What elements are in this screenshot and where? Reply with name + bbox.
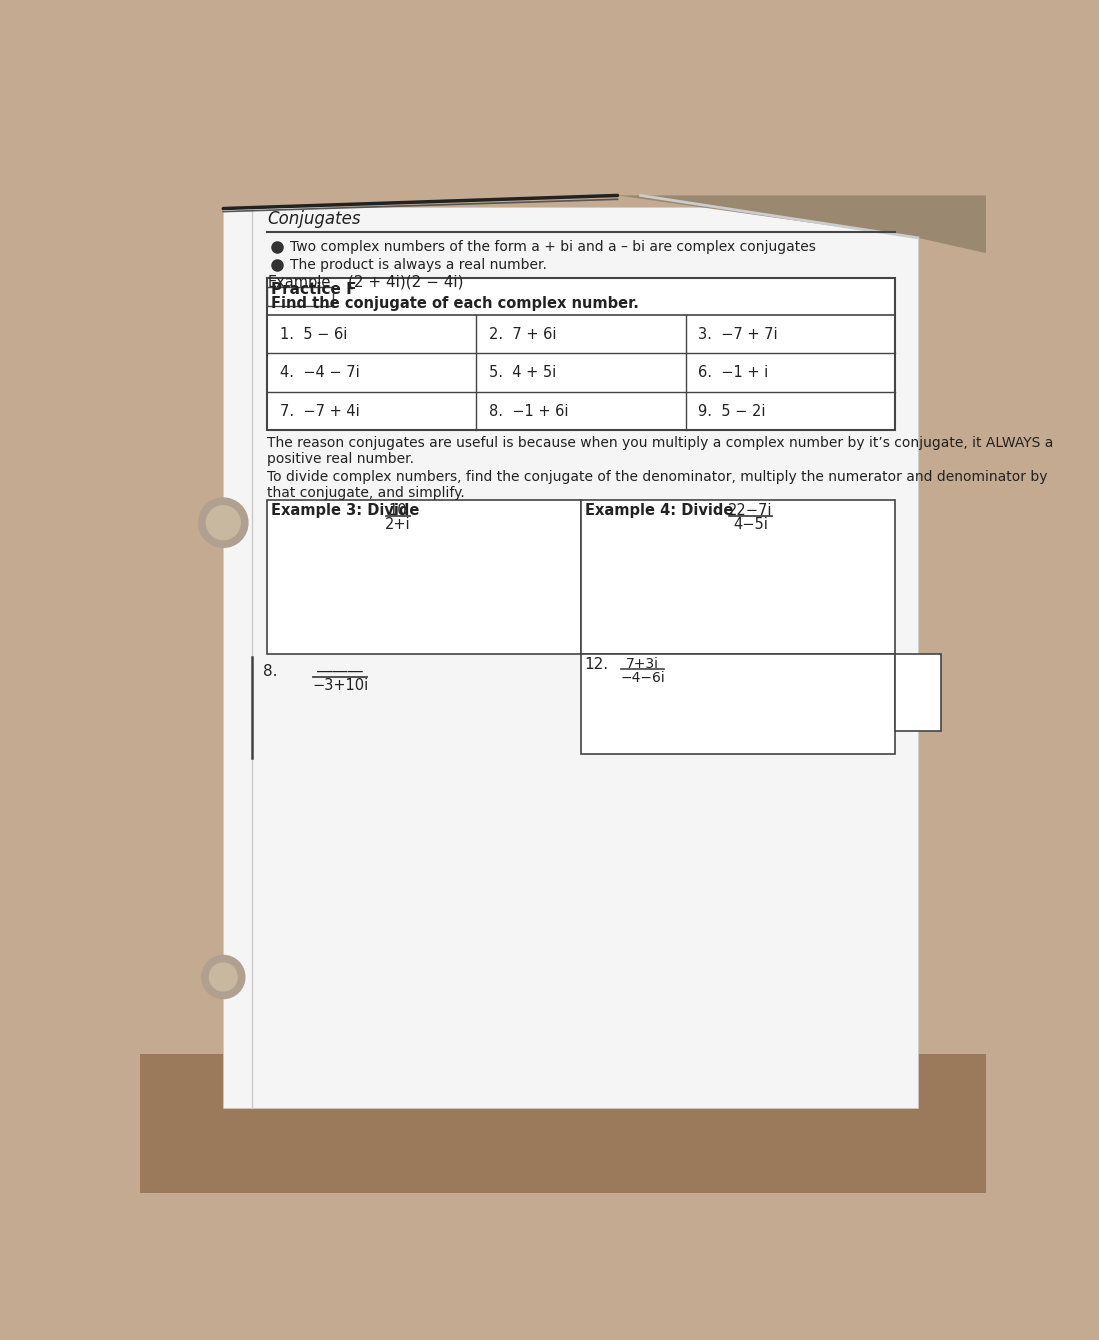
Text: positive real number.: positive real number.: [267, 452, 414, 466]
Bar: [267, 500, 581, 654]
Text: 3.  −7 + 7i: 3. −7 + 7i: [698, 327, 778, 342]
Text: Example: Example: [267, 275, 331, 289]
Text: 6.  −1 + i: 6. −1 + i: [698, 364, 768, 381]
Text: Example 4: Divide: Example 4: Divide: [585, 504, 733, 519]
Text: Two complex numbers of the form a + bi and a – bi are complex conjugates: Two complex numbers of the form a + bi a…: [290, 240, 817, 255]
Circle shape: [202, 955, 245, 998]
Polygon shape: [618, 196, 987, 253]
Polygon shape: [223, 206, 918, 1108]
Bar: [895, 654, 941, 730]
Text: Example 3: Divide: Example 3: Divide: [271, 504, 420, 519]
Text: 2+i: 2+i: [386, 517, 411, 532]
Text: 12.: 12.: [585, 658, 609, 673]
Bar: [581, 654, 895, 753]
Text: To divide complex numbers, find the conjugate of the denominator, multiply the n: To divide complex numbers, find the conj…: [267, 470, 1047, 484]
Text: The product is always a real number.: The product is always a real number.: [290, 257, 547, 272]
Circle shape: [207, 505, 241, 540]
Text: −3+10i: −3+10i: [312, 678, 368, 693]
Bar: [141, 1055, 987, 1193]
Text: 4−5i: 4−5i: [733, 517, 768, 532]
Text: Practice F: Practice F: [271, 283, 356, 297]
Text: 10: 10: [389, 504, 408, 519]
Text: The reason conjugates are useful is because when you multiply a complex number b: The reason conjugates are useful is beca…: [267, 437, 1054, 450]
Text: Conjugates: Conjugates: [267, 210, 360, 228]
Circle shape: [210, 963, 237, 990]
Bar: [267, 277, 895, 430]
Text: 1.  5 − 6i: 1. 5 − 6i: [280, 327, 347, 342]
Text: 5.  4 + 5i: 5. 4 + 5i: [489, 364, 556, 381]
Text: 8.: 8.: [264, 663, 278, 678]
Text: 7+3i: 7+3i: [626, 658, 659, 671]
Bar: [267, 287, 333, 306]
Text: 22−7i: 22−7i: [729, 504, 773, 519]
Text: Find the conjugate of each complex number.: Find the conjugate of each complex numbe…: [271, 296, 639, 311]
Text: 8.  −1 + 6i: 8. −1 + 6i: [489, 403, 568, 418]
Text: 7.  −7 + 4i: 7. −7 + 4i: [280, 403, 359, 418]
Text: ―――: ―――: [318, 663, 363, 678]
Circle shape: [199, 498, 248, 547]
Text: −4−6i: −4−6i: [620, 670, 665, 685]
Text: (2 + 4i)(2 − 4i): (2 + 4i)(2 − 4i): [348, 275, 464, 289]
Text: 4.  −4 − 7i: 4. −4 − 7i: [280, 364, 359, 381]
Text: 9.  5 − 2i: 9. 5 − 2i: [698, 403, 766, 418]
Text: 2.  7 + 6i: 2. 7 + 6i: [489, 327, 556, 342]
Text: that conjugate, and simplify.: that conjugate, and simplify.: [267, 485, 465, 500]
Bar: [581, 500, 895, 654]
